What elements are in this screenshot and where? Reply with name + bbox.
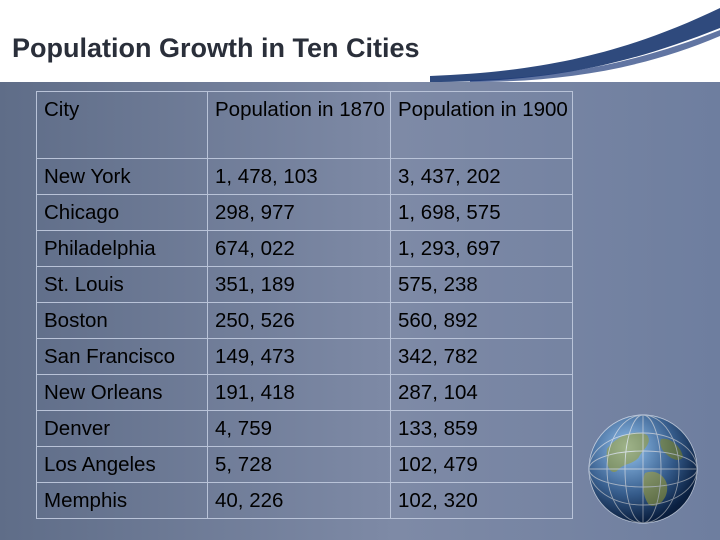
pop-1870-cell: 4, 759 — [207, 410, 391, 447]
globe-icon — [588, 414, 698, 524]
pop-1900-cell: 133, 859 — [390, 410, 573, 447]
pop-1900-cell: 575, 238 — [390, 266, 573, 303]
city-cell: St. Louis — [36, 266, 208, 303]
pop-1870-cell: 191, 418 — [207, 374, 391, 411]
city-cell: Boston — [36, 302, 208, 339]
city-cell: San Francisco — [36, 338, 208, 375]
table-row: San Francisco 149, 473 342, 782 — [36, 338, 573, 375]
pop-1900-cell: 3, 437, 202 — [390, 158, 573, 195]
table-row: Denver 4, 759 133, 859 — [36, 410, 573, 447]
pop-1900-cell: 1, 698, 575 — [390, 194, 573, 231]
city-cell: Denver — [36, 410, 208, 447]
table-row: Boston 250, 526 560, 892 — [36, 302, 573, 339]
pop-1870-cell: 250, 526 — [207, 302, 391, 339]
table-row: Chicago 298, 977 1, 698, 575 — [36, 194, 573, 231]
pop-1870-cell: 40, 226 — [207, 482, 391, 519]
pop-1870-cell: 149, 473 — [207, 338, 391, 375]
city-cell: New York — [36, 158, 208, 195]
pop-1870-cell: 5, 728 — [207, 446, 391, 483]
pop-1870-cell: 351, 189 — [207, 266, 391, 303]
header-cell-1870: Population in 1870 — [207, 91, 391, 159]
table-row: Memphis 40, 226 102, 320 — [36, 482, 573, 519]
pop-1900-cell: 342, 782 — [390, 338, 573, 375]
table-header-row: City Population in 1870 Population in 19… — [36, 91, 573, 159]
header-cell-city: City — [36, 91, 208, 159]
table-row: Los Angeles 5, 728 102, 479 — [36, 446, 573, 483]
header-cell-1900: Population in 1900 — [390, 91, 573, 159]
table: City Population in 1870 Population in 19… — [36, 91, 573, 519]
pop-1900-cell: 560, 892 — [390, 302, 573, 339]
table-row: New Orleans 191, 418 287, 104 — [36, 374, 573, 411]
pop-1870-cell: 1, 478, 103 — [207, 158, 391, 195]
pop-1870-cell: 674, 022 — [207, 230, 391, 267]
city-cell: Philadelphia — [36, 230, 208, 267]
population-table: City Population in 1870 Population in 19… — [36, 91, 573, 519]
table-row: St. Louis 351, 189 575, 238 — [36, 266, 573, 303]
pop-1900-cell: 102, 479 — [390, 446, 573, 483]
city-cell: Chicago — [36, 194, 208, 231]
pop-1900-cell: 287, 104 — [390, 374, 573, 411]
city-cell: Los Angeles — [36, 446, 208, 483]
header-curve — [0, 0, 720, 82]
pop-1900-cell: 102, 320 — [390, 482, 573, 519]
city-cell: New Orleans — [36, 374, 208, 411]
pop-1870-cell: 298, 977 — [207, 194, 391, 231]
city-cell: Memphis — [36, 482, 208, 519]
table-row: Philadelphia 674, 022 1, 293, 697 — [36, 230, 573, 267]
pop-1900-cell: 1, 293, 697 — [390, 230, 573, 267]
table-row: New York 1, 478, 103 3, 437, 202 — [36, 158, 573, 195]
slide-title: Population Growth in Ten Cities — [12, 33, 420, 63]
